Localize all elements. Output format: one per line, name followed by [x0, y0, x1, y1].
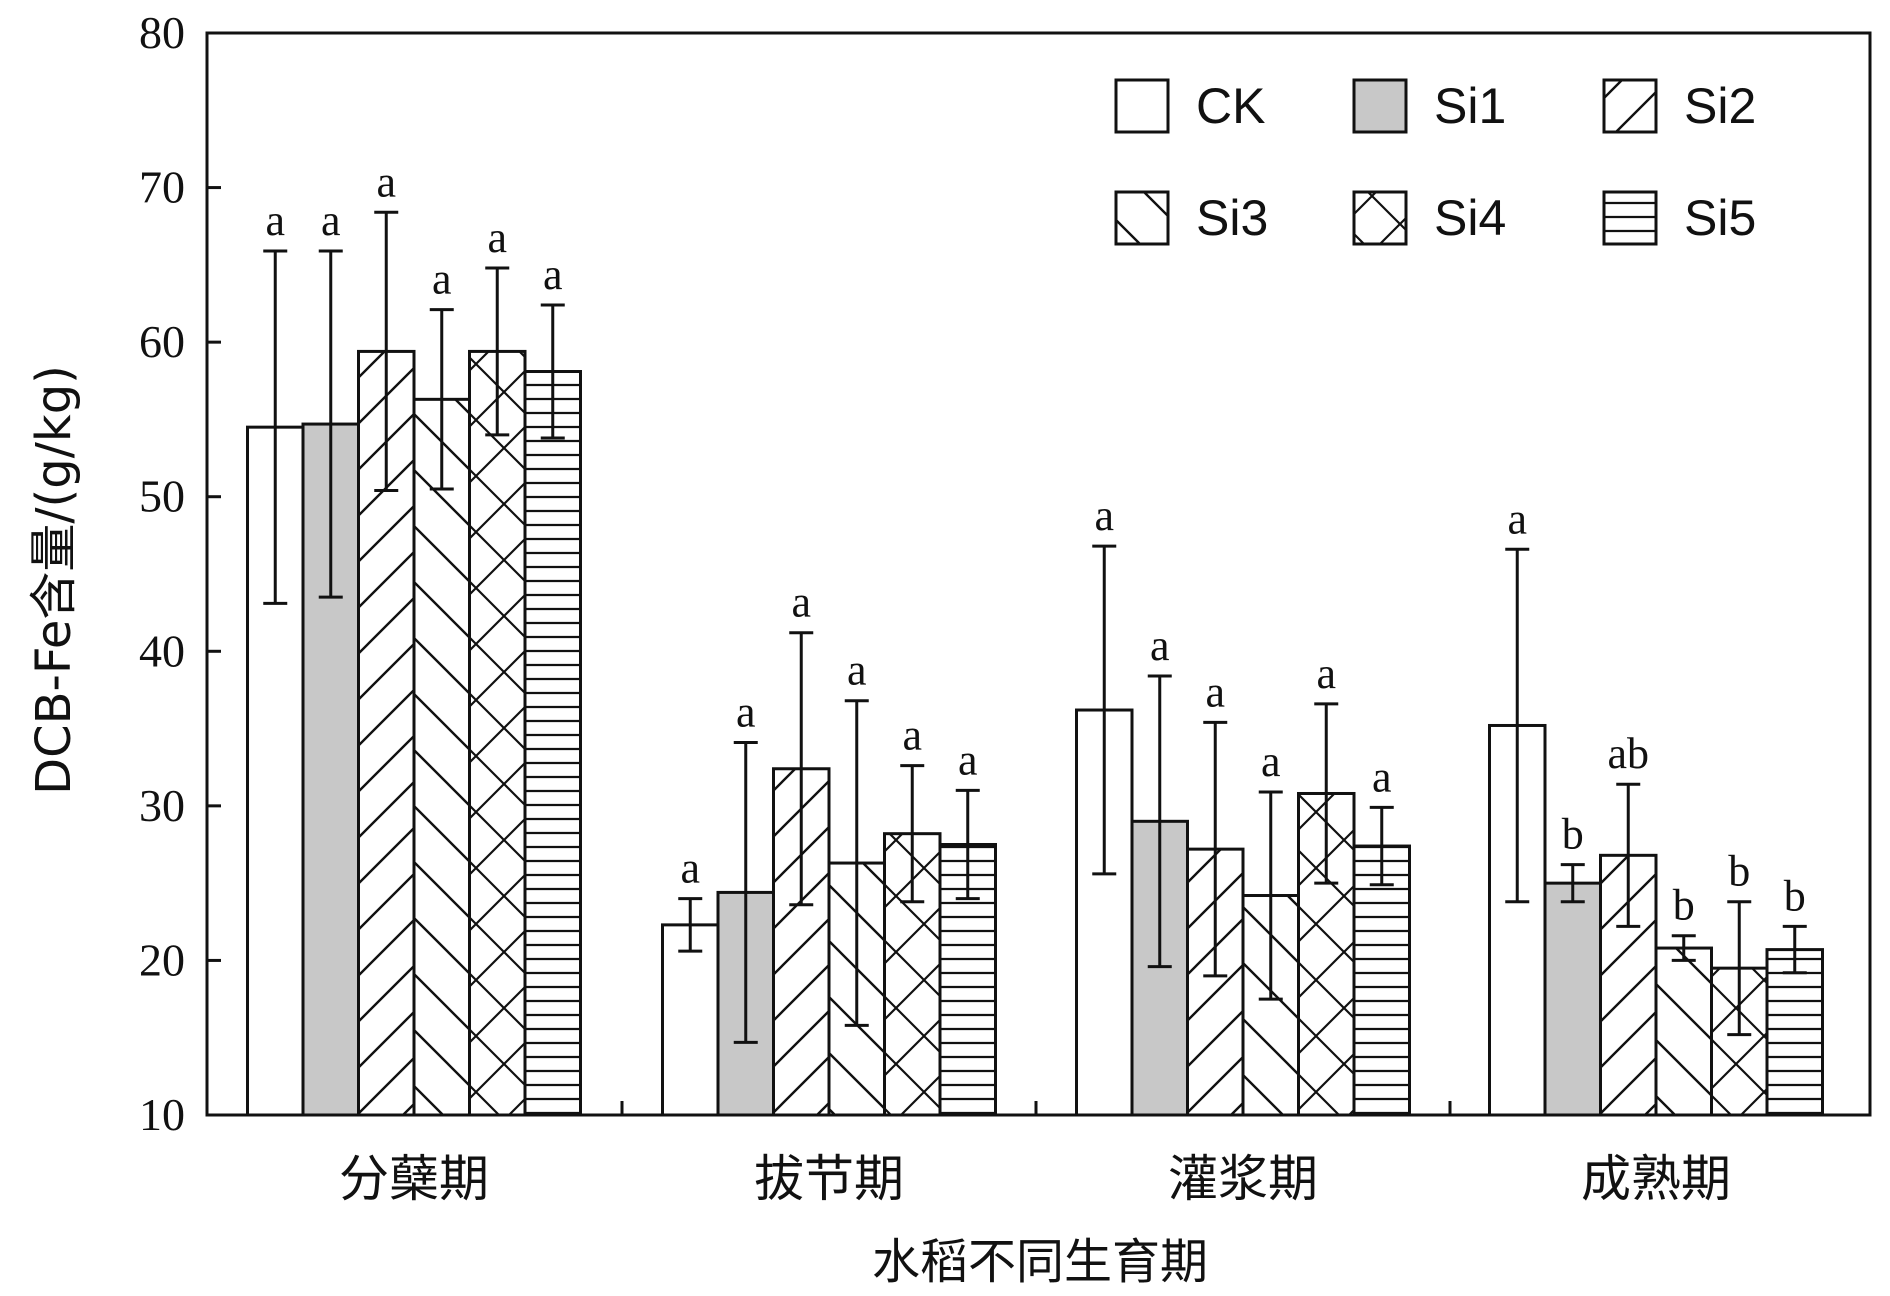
y-tick-label: 70	[139, 162, 185, 213]
legend-swatch-si3	[1114, 190, 1170, 246]
significance-label: a	[376, 157, 396, 206]
legend: CK Si1 Si2 Si3 Si4 Si5	[1114, 78, 1756, 246]
x-axis-title: 水稻不同生育期	[872, 1234, 1208, 1290]
legend-label-si2: Si2	[1684, 78, 1756, 134]
x-category-label: 拔节期	[754, 1150, 904, 1208]
legend-label-si1: Si1	[1434, 78, 1506, 134]
y-tick-label: 10	[139, 1089, 185, 1140]
bar-si5-4	[1765, 948, 1824, 1117]
significance-label: a	[791, 578, 811, 627]
legend-swatch-ck	[1114, 78, 1170, 134]
legend-label-si4: Si4	[1434, 190, 1506, 246]
significance-label: a	[1316, 649, 1336, 698]
y-axis: 10 20 30 40 50 60 70 80	[139, 7, 221, 1140]
y-tick-label: 50	[139, 471, 185, 522]
x-category-label: 成熟期	[1581, 1150, 1731, 1208]
y-tick-label: 80	[139, 7, 185, 58]
bar-si3-4	[1654, 946, 1713, 1117]
error-bar-group	[263, 210, 1807, 1044]
significance-label: b	[1784, 871, 1806, 920]
bar-si4-1	[468, 349, 527, 1117]
legend-label-ck: CK	[1196, 78, 1265, 134]
significance-label: b	[1728, 847, 1750, 896]
legend-swatch-si4	[1352, 190, 1408, 246]
significance-label: a	[1150, 621, 1170, 670]
significance-label: a	[487, 213, 507, 262]
x-axis: 分蘖期 拔节期 灌浆期 成熟期	[339, 1101, 1731, 1208]
y-axis-title: DCB-Fe含量/(g/kg)	[26, 365, 82, 795]
significance-label: a	[847, 646, 867, 695]
bar-ck-2	[661, 923, 720, 1117]
plot-frame	[205, 31, 1872, 1117]
x-category-label: 分蘖期	[339, 1150, 489, 1208]
significance-label: b	[1562, 810, 1584, 859]
significance-label: a	[265, 196, 285, 245]
significance-label: a	[902, 711, 922, 760]
significance-label: ab	[1607, 729, 1649, 778]
significance-label: b	[1673, 881, 1695, 930]
significance-label: a	[1094, 491, 1114, 540]
bar-si3-1	[412, 397, 471, 1117]
y-tick-label: 30	[139, 780, 185, 831]
significance-label: a	[543, 250, 563, 299]
legend-swatch-si2	[1602, 78, 1658, 134]
y-tick-label: 40	[139, 625, 185, 676]
x-category-label: 灌浆期	[1168, 1150, 1318, 1208]
significance-label: a	[680, 844, 700, 893]
significance-label: a	[1372, 752, 1392, 801]
bar-si1-4	[1543, 881, 1602, 1117]
bar-series-group	[246, 349, 1824, 1117]
legend-swatch-si5	[1602, 190, 1658, 246]
y-tick-label: 20	[139, 934, 185, 985]
significance-label: a	[432, 255, 452, 304]
legend-swatch-si1	[1352, 78, 1408, 134]
bar-si5-1	[523, 370, 582, 1117]
significance-label: a	[958, 735, 978, 784]
bar-si5-3	[1352, 844, 1411, 1117]
significance-label: a	[1205, 667, 1225, 716]
y-tick-label: 60	[139, 316, 185, 367]
significance-label: a	[736, 687, 756, 736]
significance-label: a	[1261, 737, 1281, 786]
significance-label: a	[1507, 494, 1527, 543]
legend-label-si3: Si3	[1196, 190, 1268, 246]
significance-label: a	[321, 196, 341, 245]
legend-label-si5: Si5	[1684, 190, 1756, 246]
